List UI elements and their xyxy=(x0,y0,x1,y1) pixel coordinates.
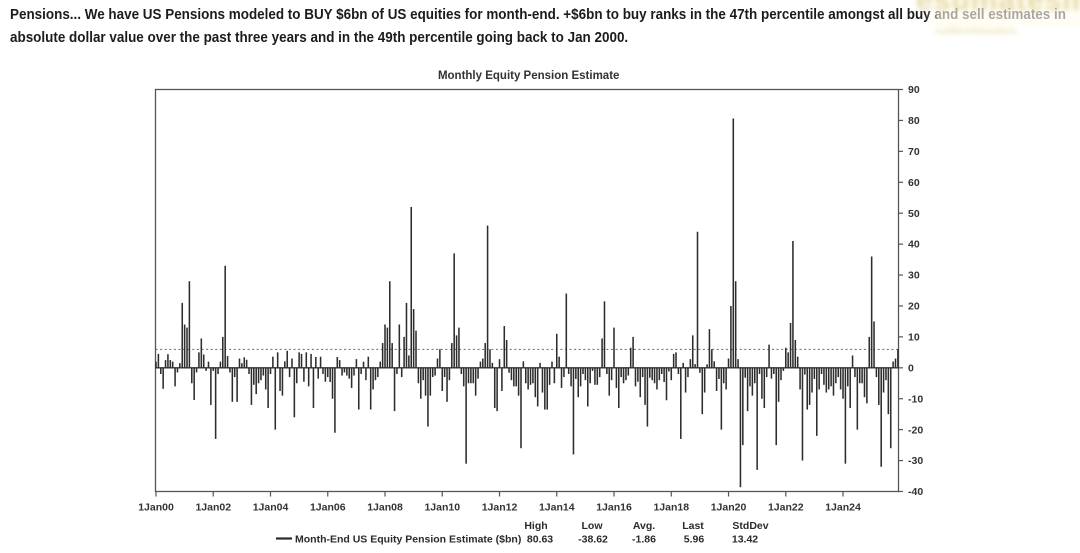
svg-text:1Jan08: 1Jan08 xyxy=(367,502,403,514)
svg-text:-30: -30 xyxy=(908,455,923,467)
svg-text:13.42: 13.42 xyxy=(732,534,758,546)
svg-text:Month-End US Equity Pension Es: Month-End US Equity Pension Estimate ($b… xyxy=(295,534,521,546)
svg-text:1Jan24: 1Jan24 xyxy=(825,502,861,514)
svg-text:80.63: 80.63 xyxy=(527,534,553,546)
svg-text:30: 30 xyxy=(908,270,920,282)
svg-text:Low: Low xyxy=(582,520,604,532)
svg-text:50: 50 xyxy=(908,208,920,220)
svg-text:1Jan06: 1Jan06 xyxy=(310,502,346,514)
svg-text:1Jan10: 1Jan10 xyxy=(424,502,460,514)
svg-text:60: 60 xyxy=(908,177,920,189)
svg-text:1Jan02: 1Jan02 xyxy=(195,502,231,514)
svg-text:10: 10 xyxy=(908,331,920,343)
svg-text:70: 70 xyxy=(908,146,920,158)
svg-text:StdDev: StdDev xyxy=(732,520,768,532)
svg-text:1Jan16: 1Jan16 xyxy=(596,502,632,514)
svg-text:1Jan14: 1Jan14 xyxy=(539,502,575,514)
svg-text:1Jan12: 1Jan12 xyxy=(482,502,518,514)
svg-text:1Jan22: 1Jan22 xyxy=(768,502,804,514)
svg-text:1Jan04: 1Jan04 xyxy=(253,502,289,514)
svg-text:-40: -40 xyxy=(908,486,923,498)
svg-text:-20: -20 xyxy=(908,424,923,436)
svg-text:-1.86: -1.86 xyxy=(632,534,656,546)
svg-text:80: 80 xyxy=(908,115,920,127)
svg-text:Last: Last xyxy=(682,520,704,532)
svg-text:-10: -10 xyxy=(908,393,923,405)
svg-text:5.96: 5.96 xyxy=(684,534,705,546)
svg-text:Avg.: Avg. xyxy=(633,520,655,532)
svg-text:1Jan18: 1Jan18 xyxy=(653,502,689,514)
svg-text:-38.62: -38.62 xyxy=(578,534,608,546)
svg-text:1Jan00: 1Jan00 xyxy=(138,502,174,514)
svg-text:40: 40 xyxy=(908,239,920,251)
svg-text:High: High xyxy=(524,520,547,532)
svg-text:0: 0 xyxy=(908,362,914,374)
svg-text:90: 90 xyxy=(908,84,920,96)
svg-text:1Jan20: 1Jan20 xyxy=(711,502,747,514)
svg-text:20: 20 xyxy=(908,301,920,313)
svg-text:Monthly Equity Pension Estimat: Monthly Equity Pension Estimate xyxy=(438,70,619,82)
